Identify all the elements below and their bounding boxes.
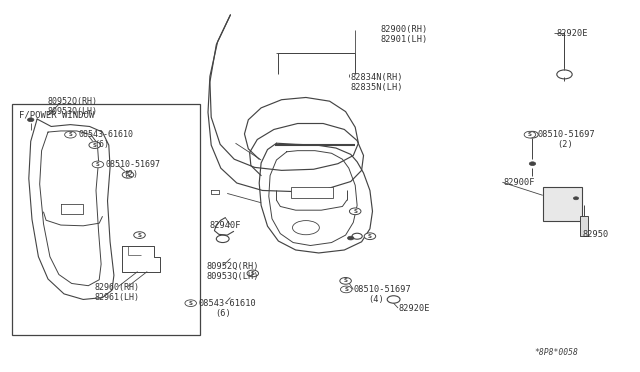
Circle shape xyxy=(340,278,351,284)
Text: 08510-51697: 08510-51697 xyxy=(354,285,412,294)
Circle shape xyxy=(92,161,104,168)
Circle shape xyxy=(529,162,536,166)
Circle shape xyxy=(348,236,354,240)
Bar xyxy=(12,104,200,335)
Text: S: S xyxy=(528,132,532,137)
Text: 82900(RH): 82900(RH) xyxy=(381,25,428,34)
Text: S: S xyxy=(251,271,255,276)
Text: S: S xyxy=(344,278,348,283)
Text: S: S xyxy=(68,132,72,137)
Text: 08543-61610: 08543-61610 xyxy=(198,299,256,308)
Text: 82920E: 82920E xyxy=(398,304,429,312)
Bar xyxy=(580,216,588,236)
Text: S: S xyxy=(368,234,372,239)
Circle shape xyxy=(185,300,196,307)
Circle shape xyxy=(340,286,352,293)
Text: 82960(RH): 82960(RH) xyxy=(95,283,140,292)
Text: F/POWER WINDOW: F/POWER WINDOW xyxy=(19,111,95,120)
Ellipse shape xyxy=(292,221,319,235)
Circle shape xyxy=(134,232,145,238)
Text: (4): (4) xyxy=(369,295,385,304)
Text: (6): (6) xyxy=(95,140,109,149)
Text: (6): (6) xyxy=(216,309,232,318)
Text: 82901(LH): 82901(LH) xyxy=(381,35,428,44)
Text: (2): (2) xyxy=(557,140,573,149)
Text: 82835N(LH): 82835N(LH) xyxy=(351,83,403,92)
Circle shape xyxy=(247,270,259,277)
Text: 80952Q(RH): 80952Q(RH) xyxy=(206,262,259,270)
Text: 82900F: 82900F xyxy=(503,178,534,187)
Text: 82834N(RH): 82834N(RH) xyxy=(351,73,403,81)
Text: 80952Q(RH): 80952Q(RH) xyxy=(48,97,98,106)
Text: S: S xyxy=(189,301,193,306)
Text: *8P8*0058: *8P8*0058 xyxy=(534,348,579,357)
Bar xyxy=(291,187,333,198)
Text: 82961(LH): 82961(LH) xyxy=(95,293,140,302)
Circle shape xyxy=(122,171,134,178)
Circle shape xyxy=(28,118,34,122)
Circle shape xyxy=(573,197,579,200)
Text: S: S xyxy=(344,287,348,292)
Text: 82940F: 82940F xyxy=(210,221,241,230)
Circle shape xyxy=(364,233,376,240)
Circle shape xyxy=(527,131,538,138)
Text: 80953Q(LH): 80953Q(LH) xyxy=(206,272,259,280)
Text: 82920E: 82920E xyxy=(557,29,588,38)
Text: 08543-61610: 08543-61610 xyxy=(78,130,133,139)
Circle shape xyxy=(349,208,361,215)
Text: 08510-51697: 08510-51697 xyxy=(106,160,161,169)
Bar xyxy=(543,187,582,221)
Text: S: S xyxy=(126,172,130,177)
Text: 80953Q(LH): 80953Q(LH) xyxy=(48,107,98,116)
Circle shape xyxy=(65,131,76,138)
Text: 82950: 82950 xyxy=(582,230,609,239)
Text: S: S xyxy=(353,209,357,214)
Text: S: S xyxy=(138,232,141,238)
Text: S: S xyxy=(531,132,534,137)
Text: 08510-51697: 08510-51697 xyxy=(538,130,595,139)
Circle shape xyxy=(524,131,536,138)
Circle shape xyxy=(89,142,100,148)
Text: S: S xyxy=(96,162,100,167)
Text: S: S xyxy=(93,142,97,148)
Text: (2): (2) xyxy=(123,170,138,179)
